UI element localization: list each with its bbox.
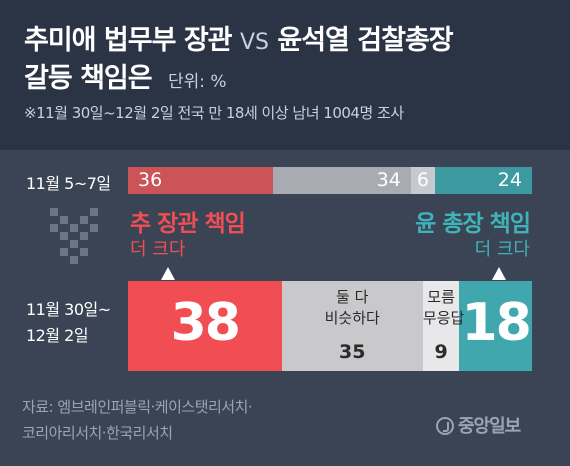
row2-bar-same [281, 281, 423, 371]
source-line-1: 자료: 엠브레인퍼블릭·케이스탯리서치· [22, 398, 253, 416]
row1-bar-choo [128, 167, 274, 194]
dk-label-line2: 무응답 [422, 309, 465, 327]
same-category-label: 둘 다 비슷하다 [282, 287, 423, 329]
row1-bar-dk [410, 167, 436, 194]
row1-value-same: 34 [376, 169, 401, 191]
header-background [0, 0, 570, 150]
title-yoon: 윤석열 검찰총장 [277, 25, 453, 56]
row2-bar-dk [422, 281, 460, 371]
yoon-label: 윤 총장 책임 [415, 211, 531, 237]
row1-value-yoon: 24 [497, 169, 522, 191]
choo-sublabel: 더 크다 [130, 239, 186, 260]
row1-value-dk: 6 [416, 169, 429, 191]
survey-note: ※11월 30일~12월 2일 전국 만 18세 이상 남녀 1004명 조사 [24, 104, 404, 122]
joongang-logo: 중앙일보 [436, 412, 521, 438]
source-line-2: 코리아리서치·한국리서치 [22, 424, 173, 442]
title-question: 갈등 책임은 [24, 63, 153, 94]
row2-label-line1: 11월 30일~ [26, 300, 111, 319]
row2-bar-choo [128, 281, 282, 371]
row2-value-yoon: 18 [461, 293, 531, 353]
choo-pointer [161, 267, 175, 280]
same-label-line1: 둘 다 [336, 288, 369, 306]
row1-label: 11월 5~7일 [26, 174, 111, 193]
row2-value-dk: 9 [434, 341, 448, 363]
row2-bar-yoon [459, 281, 532, 371]
dk-category-label: 모름 무응답 [422, 287, 465, 329]
dk-label-line1: 모름 [427, 288, 455, 306]
choo-label: 추 장관 책임 [130, 211, 246, 237]
same-label-line2: 비슷하다 [324, 309, 380, 327]
unit-label: 단위: % [168, 72, 227, 92]
title-line-1: 추미애 법무부 장관 VS 윤석열 검찰총장 [24, 18, 454, 57]
logo-icon [436, 417, 454, 435]
logo-text: 중앙일보 [458, 416, 521, 437]
row2-value-same: 35 [338, 341, 366, 363]
row1-value-choo: 36 [138, 169, 163, 191]
title-vs: VS [239, 30, 269, 55]
row2-label-line2: 12월 2일 [26, 326, 89, 345]
yoon-pointer [492, 267, 506, 280]
row2-value-choo: 38 [170, 293, 241, 353]
row1-bar-same [273, 167, 411, 194]
title-choo: 추미애 법무부 장관 [24, 25, 233, 56]
row1-bar-yoon [435, 167, 532, 194]
title-line-2: 갈등 책임은 단위: % [24, 56, 227, 95]
chevron-down-icon [50, 208, 98, 264]
yoon-sublabel: 더 크다 [474, 239, 530, 260]
